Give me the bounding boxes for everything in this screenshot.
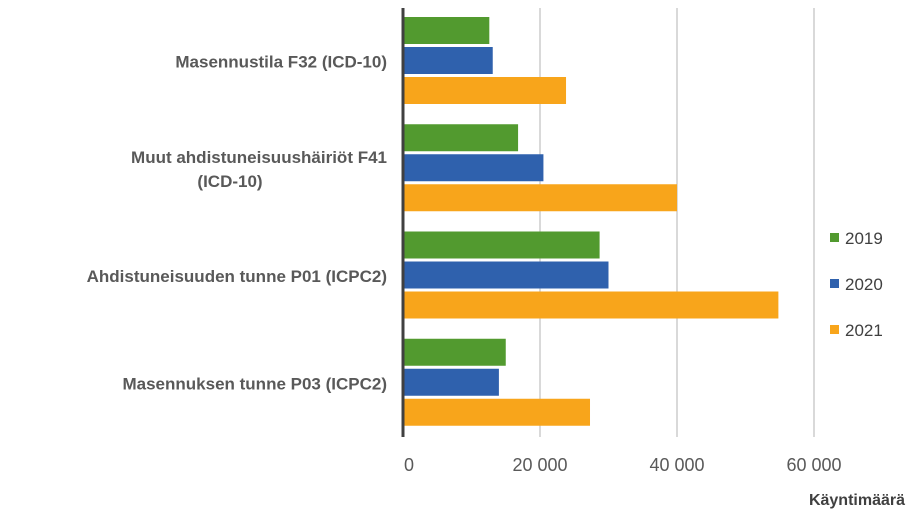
bar-2021 [403,398,591,426]
category-label: Ahdistuneisuuden tunne P01 (ICPC2) [87,267,387,286]
bar-2021 [403,291,779,319]
x-axis-title: Käyntimäärä [809,492,905,509]
x-tick-label: 60 000 [786,455,841,475]
legend-swatch-2020 [830,279,839,288]
category-label: Masennuksen tunne P03 (ICPC2) [122,374,387,393]
category-label: Masennustila F32 (ICD-10) [175,53,387,72]
bar-2021 [403,184,677,212]
bar-2020 [403,47,493,74]
legend-swatch-2019 [830,233,839,242]
bar-2019 [403,231,600,259]
x-tick-label: 20 000 [512,455,567,475]
x-tick-label: 0 [404,455,414,475]
bar-2021 [403,77,567,104]
x-tick-label: 40 000 [649,455,704,475]
bar-2020 [403,261,609,289]
category-label: Muut ahdistuneisuushäiriöt F41 [131,148,387,167]
bar-2020 [403,368,499,396]
category-label: (ICD-10) [197,172,262,191]
bar-2020 [403,154,544,182]
bar-2019 [403,17,490,44]
bar-2019 [403,338,506,366]
legend-swatch-2021 [830,325,839,334]
legend-label: 2019 [845,229,883,248]
bar-2019 [403,124,519,152]
legend-label: 2020 [845,275,883,294]
legend-label: 2021 [845,321,883,340]
